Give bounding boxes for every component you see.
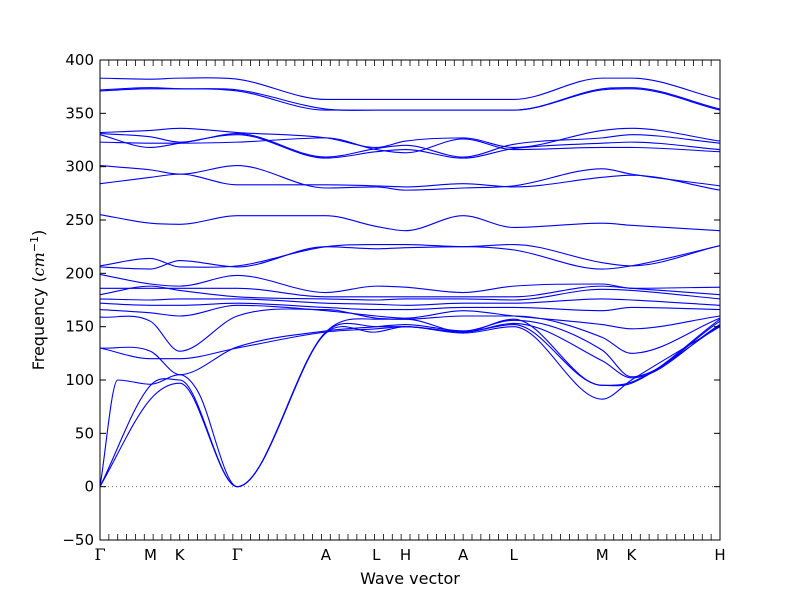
band-series-23 bbox=[99, 322, 721, 488]
y-axis-label-text: Frequency ( bbox=[29, 276, 48, 370]
x-tick-label-k: K bbox=[175, 546, 186, 564]
band-series-layer bbox=[99, 77, 721, 488]
band-series-17 bbox=[99, 302, 721, 312]
x-tick-label-l: L bbox=[372, 546, 381, 564]
y-tick-label: 250 bbox=[65, 211, 94, 229]
y-axis-ticks: −50 0 50 100 150 200 250 300 350 400 bbox=[62, 51, 720, 549]
y-axis-label-unit-exponent: −1 bbox=[28, 236, 41, 252]
band-series-22 bbox=[99, 318, 721, 488]
band-series-15 bbox=[99, 285, 721, 301]
band-series-6 bbox=[99, 134, 721, 159]
band-series-16 bbox=[99, 298, 721, 306]
y-axis-label: Frequency (cm−1) bbox=[28, 230, 48, 371]
band-series-14 bbox=[100, 285, 721, 298]
y-tick-label: 150 bbox=[65, 318, 94, 336]
band-series-7 bbox=[99, 137, 721, 154]
y-tick-label: 100 bbox=[65, 371, 94, 389]
band-series-3 bbox=[99, 88, 721, 111]
x-tick-label-k: K bbox=[627, 546, 638, 564]
y-axis-label-close: ) bbox=[29, 230, 48, 236]
x-tick-label-gamma: Γ bbox=[232, 545, 243, 564]
band-series-11 bbox=[99, 243, 721, 268]
y-tick-label: 350 bbox=[65, 104, 94, 122]
x-tick-label-a: A bbox=[458, 546, 469, 564]
x-tick-label-a: A bbox=[321, 546, 332, 564]
x-tick-label-m: M bbox=[596, 546, 609, 564]
x-tick-label-h: H bbox=[714, 546, 725, 564]
x-tick-label-gamma: Γ bbox=[94, 545, 105, 564]
band-series-13 bbox=[99, 273, 721, 294]
y-tick-label: 400 bbox=[65, 51, 94, 69]
y-tick-label: 300 bbox=[65, 158, 94, 176]
band-series-19 bbox=[99, 308, 721, 354]
x-axis-label: Wave vector bbox=[360, 569, 460, 588]
band-series-4 bbox=[99, 127, 721, 149]
band-series-1 bbox=[99, 77, 721, 101]
y-tick-label: 0 bbox=[84, 478, 94, 496]
band-series-9 bbox=[99, 173, 721, 191]
x-tick-label-h: H bbox=[400, 546, 411, 564]
y-tick-label: −50 bbox=[62, 531, 94, 549]
band-series-24 bbox=[99, 326, 721, 488]
band-series-5 bbox=[99, 133, 721, 158]
x-tick-label-l: L bbox=[509, 546, 518, 564]
x-tick-label-m: M bbox=[144, 546, 157, 564]
band-series-10 bbox=[99, 214, 721, 232]
y-tick-label: 50 bbox=[75, 424, 94, 442]
y-axis-label-unit: cm bbox=[29, 252, 48, 276]
band-series-18 bbox=[99, 304, 721, 330]
band-series-21 bbox=[99, 322, 721, 379]
band-series-12 bbox=[99, 245, 721, 270]
y-tick-label: 200 bbox=[65, 264, 94, 282]
